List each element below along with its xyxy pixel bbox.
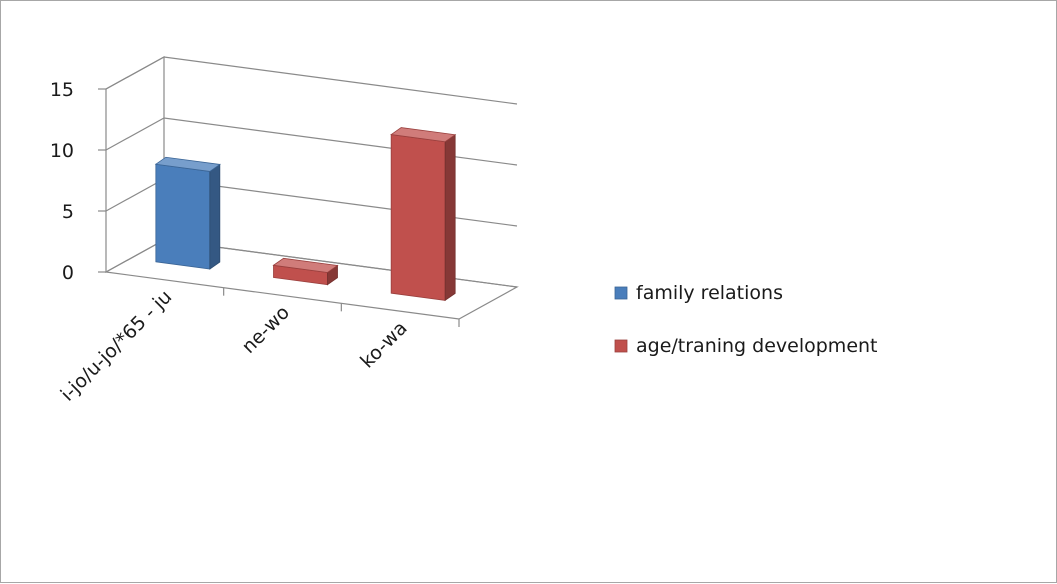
legend: family relations age/traning development — [614, 282, 878, 357]
legend-label: family relations — [636, 282, 783, 304]
legend-label: age/traning development — [636, 335, 878, 357]
legend-item: age/traning development — [614, 335, 878, 357]
x-axis-labels: i-jo/u-jo/*65 - ju ne-wo ko-wa — [56, 286, 411, 406]
x-category-label: ne-wo — [238, 301, 294, 357]
bars — [154, 127, 457, 302]
x-category-label: ko-wa — [356, 317, 411, 372]
bar-top — [154, 156, 221, 172]
y-axis-ticks: 0 5 10 15 — [50, 79, 106, 284]
bar-front — [155, 163, 211, 270]
y-tick-label: 5 — [62, 201, 74, 223]
bar-side — [209, 163, 221, 270]
bar-top — [390, 127, 457, 143]
bar — [154, 156, 221, 270]
gridline — [105, 56, 518, 105]
legend-item: family relations — [614, 282, 783, 304]
bar-top — [272, 257, 339, 273]
y-tick-label: 15 — [50, 79, 74, 101]
legend-swatch — [614, 286, 628, 300]
legend-swatch — [614, 339, 628, 353]
x-category-label: i-jo/u-jo/*65 - ju — [56, 286, 176, 406]
y-tick-label: 0 — [62, 262, 74, 284]
bar — [390, 127, 457, 302]
bar — [272, 257, 339, 286]
bar-side — [444, 133, 456, 302]
y-tick-label: 10 — [50, 140, 74, 162]
bar-front — [390, 134, 446, 301]
